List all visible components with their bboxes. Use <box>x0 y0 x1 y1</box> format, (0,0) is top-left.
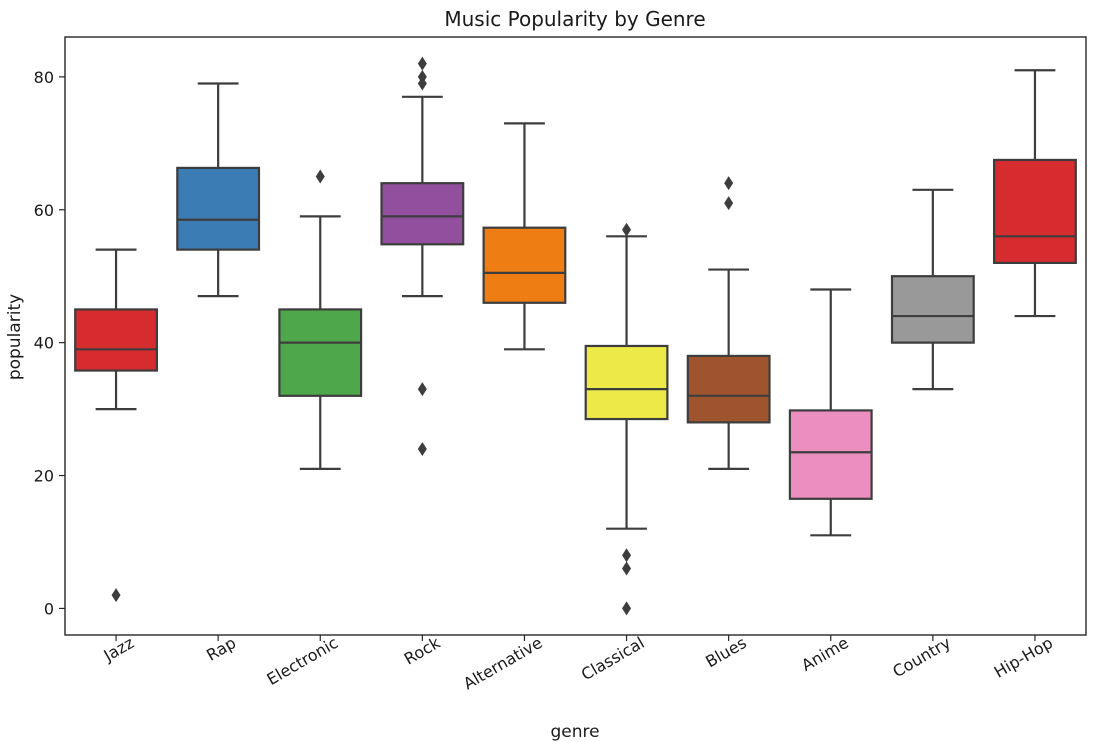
iqr-box <box>380 182 465 246</box>
x-tick-label: Electronic <box>263 633 341 689</box>
iqr-box <box>278 308 363 397</box>
y-tick-label: 80 <box>34 68 54 87</box>
y-axis-label: popularity <box>5 294 25 380</box>
outlier-point <box>724 176 734 191</box>
box-blues <box>686 176 771 470</box>
iqr-box <box>686 354 771 424</box>
x-tick-label: Country <box>889 633 954 681</box>
y-tick-label: 40 <box>34 334 54 353</box>
box-alternative <box>482 122 567 351</box>
box-anime <box>788 288 873 537</box>
iqr-box <box>993 158 1077 265</box>
iqr-box <box>890 275 975 344</box>
plot-frame <box>64 36 1087 636</box>
iqr-box <box>482 226 567 304</box>
outlier-point <box>724 196 734 211</box>
x-tick-label: Alternative <box>460 633 546 693</box>
iqr-box <box>788 409 873 500</box>
box-hip-hop <box>993 69 1077 318</box>
iqr-box <box>176 166 261 251</box>
box-jazz <box>74 248 158 603</box>
outlier-point <box>622 548 632 563</box>
x-tick-label: Anime <box>798 633 852 675</box>
y-tick-label: 20 <box>34 467 54 486</box>
outlier-point <box>417 382 427 397</box>
x-tick-label: Hip-Hop <box>991 633 1056 682</box>
box-rap <box>176 82 261 298</box>
outlier-point <box>417 69 427 84</box>
box-country <box>890 188 975 391</box>
chart-title: Music Popularity by Genre <box>444 7 705 31</box>
outlier-point <box>417 56 427 71</box>
outlier-point <box>111 588 121 603</box>
x-axis-label: genre <box>550 722 599 742</box>
iqr-box <box>74 308 158 372</box>
outlier-point <box>622 561 632 576</box>
x-tick-label: Classical <box>578 633 648 684</box>
x-tick-label: Blues <box>702 633 749 671</box>
y-tick-label: 0 <box>44 599 54 618</box>
outlier-point <box>315 169 325 184</box>
x-tick-label: Jazz <box>100 633 137 666</box>
outlier-point <box>622 601 632 616</box>
x-tick-label: Rap <box>203 633 239 665</box>
box-rock <box>380 56 465 456</box>
box-classical <box>584 222 669 616</box>
outlier-point <box>417 441 427 456</box>
box-electronic <box>278 169 363 470</box>
outlier-point <box>622 222 632 237</box>
y-tick-label: 60 <box>34 201 54 220</box>
iqr-box <box>584 344 669 421</box>
